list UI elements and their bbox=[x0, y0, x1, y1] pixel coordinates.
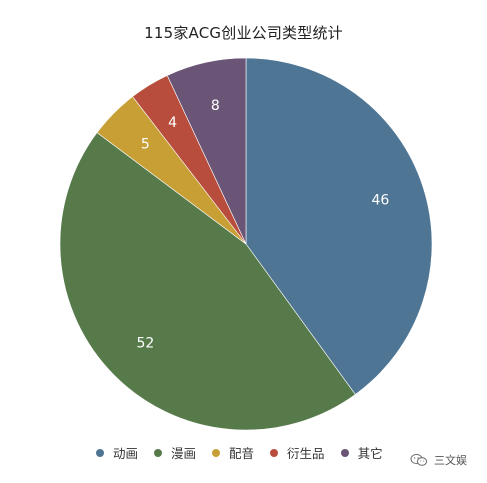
legend-label-animation: 动画 bbox=[113, 446, 139, 461]
legend-swatch-voice bbox=[212, 448, 221, 457]
pie-slice-comics bbox=[59, 132, 356, 431]
watermark-text: 三文娱 bbox=[434, 454, 467, 467]
legend-item-other: 其它 bbox=[340, 443, 383, 462]
legend-item-merchandise: 衍生品 bbox=[270, 443, 325, 462]
chart-title: 115家ACG创业公司类型统计 bbox=[144, 24, 343, 42]
data-label-other: 8 bbox=[211, 98, 220, 114]
pie-slice-other bbox=[166, 57, 247, 245]
data-label-voice: 5 bbox=[141, 137, 150, 153]
legend-swatch-comics bbox=[154, 448, 163, 457]
chart-legend: 动画 漫画 配音 衍生品 其它 bbox=[96, 443, 399, 462]
wechat-icon bbox=[410, 453, 428, 466]
legend-swatch-animation bbox=[96, 448, 104, 457]
legend-item-voice: 配音 bbox=[212, 443, 254, 462]
legend-item-comics: 漫画 bbox=[154, 443, 196, 462]
data-label-merchandise: 4 bbox=[168, 115, 177, 131]
legend-label-voice: 配音 bbox=[229, 446, 255, 461]
legend-swatch-other bbox=[340, 448, 349, 457]
data-label-comics: 52 bbox=[136, 335, 154, 351]
pie-slice-animation bbox=[245, 57, 433, 395]
watermark: 三文娱 bbox=[410, 452, 467, 468]
legend-label-other: 其它 bbox=[357, 446, 383, 461]
data-label-animation: 46 bbox=[372, 192, 390, 208]
legend-item-animation: 动画 bbox=[96, 443, 138, 462]
legend-swatch-merchandise bbox=[270, 448, 279, 457]
legend-label-merchandise: 衍生品 bbox=[287, 446, 325, 461]
legend-label-comics: 漫画 bbox=[171, 446, 197, 461]
